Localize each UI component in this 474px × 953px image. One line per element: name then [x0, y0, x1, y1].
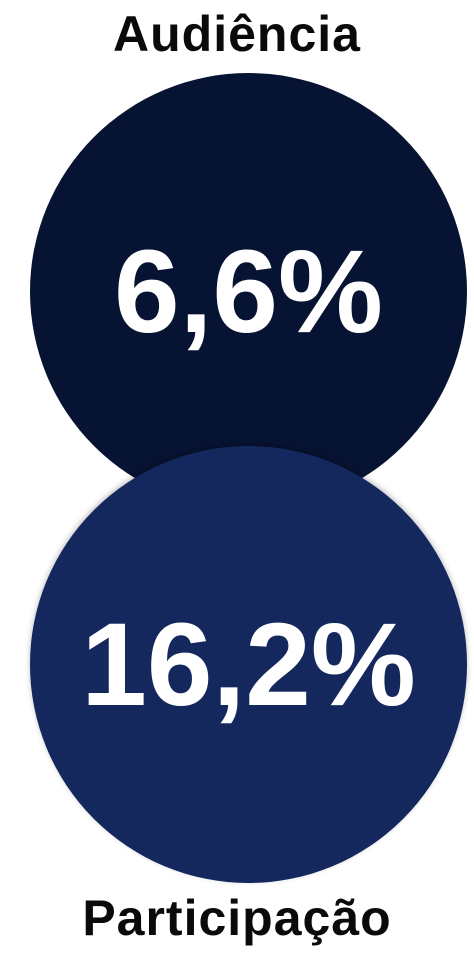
share-value: 16,2%	[81, 598, 416, 731]
audience-label: Audiência	[113, 6, 361, 62]
share-label: Participação	[82, 890, 392, 946]
audience-value: 6,6%	[114, 225, 383, 358]
audience-circle: 6,6%	[30, 73, 467, 510]
share-circle: 16,2%	[30, 446, 467, 883]
